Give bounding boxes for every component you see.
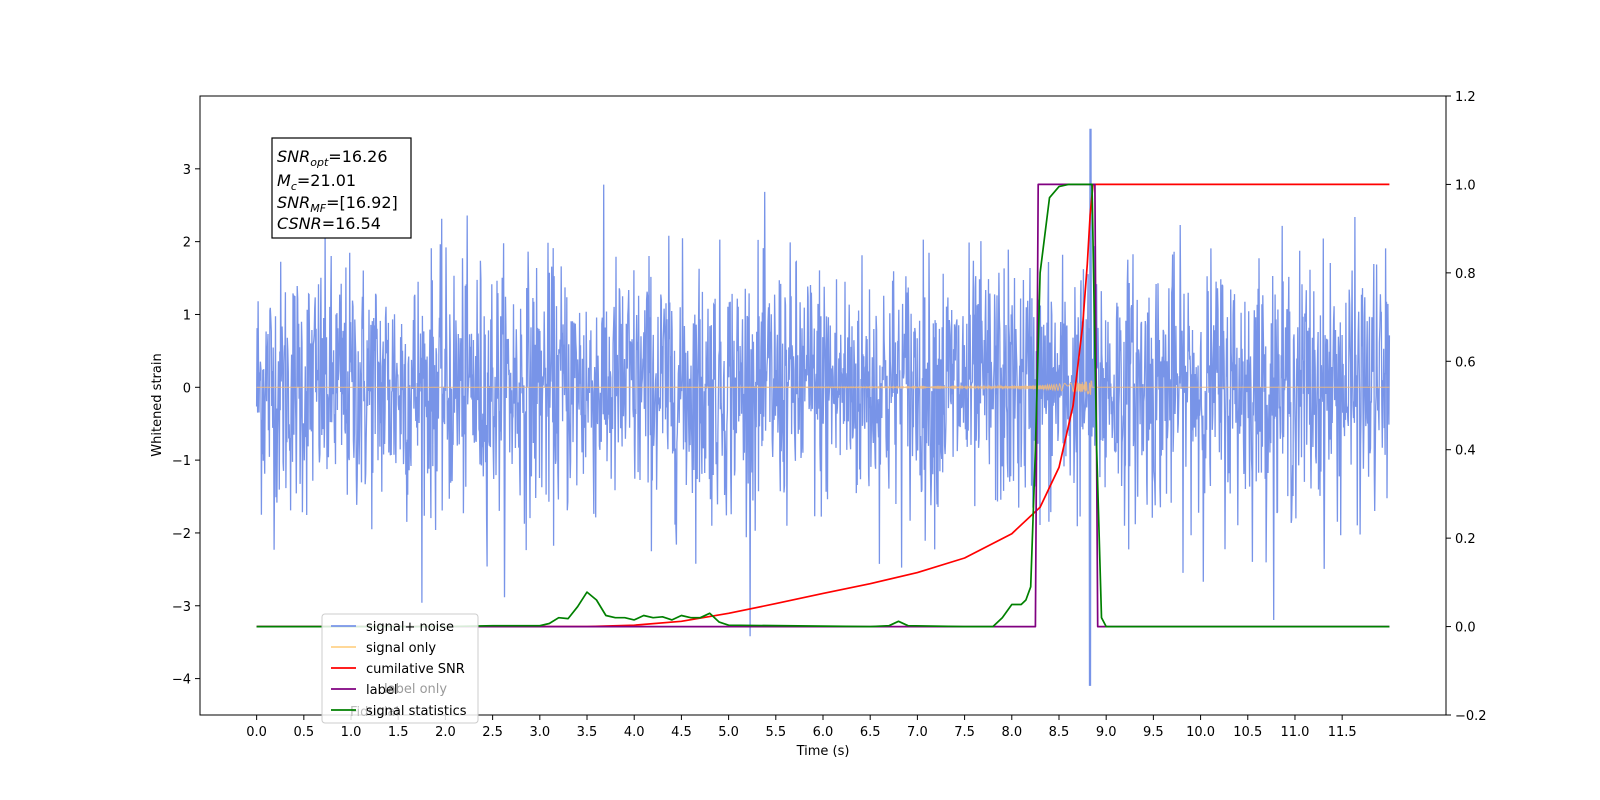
stats-snr-mf-base: SNR (277, 193, 310, 212)
y-tick-label: 0 (183, 381, 191, 396)
x-tick-label: 4.5 (671, 725, 692, 740)
series-cumulative-snr-line (256, 183, 1390, 628)
stats-mc-sub: c (291, 180, 297, 193)
stats-snr-mf-value: =[16.92] (326, 193, 398, 212)
y-axis-label: Whitened strain (150, 353, 165, 456)
y-tick-label: −4 (172, 673, 191, 688)
x-tick-label: 7.0 (907, 725, 928, 740)
x-tick-label: 1.0 (341, 725, 362, 740)
y2-tick-label: 0.4 (1455, 444, 1476, 459)
x-tick-label: 2.0 (435, 725, 456, 740)
y-tick-label: 3 (183, 163, 191, 178)
x-tick-label: 7.5 (954, 725, 975, 740)
stats-snr-opt-sub: opt (310, 156, 329, 169)
y-tick-label: −1 (172, 454, 191, 469)
y2-tick-label: 1.0 (1455, 178, 1476, 193)
stats-box-frame (271, 137, 412, 239)
x-tick-label: 1.5 (388, 725, 409, 740)
stats-mc-value: =21.01 (297, 171, 356, 190)
stats-snr-opt-value: =16.26 (328, 147, 387, 166)
legend-label: label (366, 683, 397, 698)
x-tick-label: 9.0 (1096, 725, 1117, 740)
x-tick-label: 0.5 (293, 725, 314, 740)
y2-tick-label: 1.2 (1455, 90, 1476, 105)
series-signal-only-line (256, 380, 1390, 396)
x-tick-label: 4.0 (624, 725, 645, 740)
y2-tick-label: −0.2 (1455, 709, 1487, 724)
stats-snr-mf-sub: MF (310, 202, 326, 215)
x-tick-label: 2.5 (482, 725, 503, 740)
legend: label only Fiducial signal+ noise signal … (321, 613, 479, 724)
x-tick-label: 8.5 (1049, 725, 1070, 740)
legend-hidden-text-fiducial: Fiducial (350, 705, 399, 720)
x-tick-label: 5.5 (765, 725, 786, 740)
y-axis-left: 3 2 1 0 −1 −2 −3 −4 (172, 163, 200, 688)
stats-snr-opt-base: SNR (277, 147, 310, 166)
stats-csnr-base: CSNR (277, 214, 322, 233)
x-tick-label: 6.0 (813, 725, 834, 740)
series-signal-statistics-line (256, 183, 1390, 628)
legend-label: signal only (366, 641, 436, 656)
y-tick-label: −2 (172, 527, 191, 542)
y2-tick-label: 0.2 (1455, 532, 1476, 547)
x-tick-label: 11.5 (1328, 725, 1357, 740)
y-axis-right: 1.2 1.0 0.8 0.6 0.4 0.2 0.0 −0.2 (1446, 90, 1487, 724)
y2-tick-label: 0.6 (1455, 355, 1476, 370)
legend-hidden-text-label-only: label only (384, 682, 447, 697)
stats-mc: Mc=21.01 (277, 171, 356, 193)
x-tick-label: 8.0 (1001, 725, 1022, 740)
x-axis-label: Time (s) (796, 744, 850, 759)
stats-mc-base: M (277, 171, 291, 190)
stats-csnr-value: =16.54 (322, 214, 381, 233)
stats-csnr: CSNR=16.54 (277, 214, 381, 233)
stats-snr-mf: SNRMF=[16.92] (277, 193, 398, 215)
y2-tick-label: 0.0 (1455, 621, 1476, 636)
x-tick-label: 5.0 (718, 725, 739, 740)
x-tick-label: 0.0 (246, 725, 267, 740)
stats-snr-opt: SNRopt=16.26 (277, 147, 388, 169)
legend-label: signal statistics (366, 704, 467, 719)
x-tick-label: 3.5 (577, 725, 598, 740)
series-signal-noise-line (255, 128, 1391, 686)
x-axis: 0.0 0.5 1.0 1.5 2.0 2.5 3.0 3.5 4.0 4.5 5.0 5.5 6.0 6… (246, 715, 1357, 740)
y2-tick-label: 0.8 (1455, 267, 1476, 282)
legend-label: signal+ noise (366, 620, 454, 635)
x-tick-label: 11.0 (1280, 725, 1309, 740)
legend-frame (321, 613, 479, 724)
y-tick-label: 2 (183, 236, 191, 251)
x-tick-label: 10.0 (1186, 725, 1215, 740)
y-tick-label: 1 (183, 308, 191, 323)
x-tick-label: 10.5 (1233, 725, 1262, 740)
x-tick-label: 3.0 (529, 725, 550, 740)
x-tick-label: 6.5 (860, 725, 881, 740)
y-tick-label: −3 (172, 600, 191, 615)
plot-area (255, 128, 1391, 686)
stats-box: SNRopt=16.26 Mc=21.01 SNRMF=[16.92] CSNR… (271, 137, 412, 239)
legend-label: cumilative SNR (366, 662, 465, 677)
x-tick-label: 9.5 (1143, 725, 1164, 740)
legend-entries: signal+ noise signal only cumilative SNR la… (331, 620, 467, 719)
